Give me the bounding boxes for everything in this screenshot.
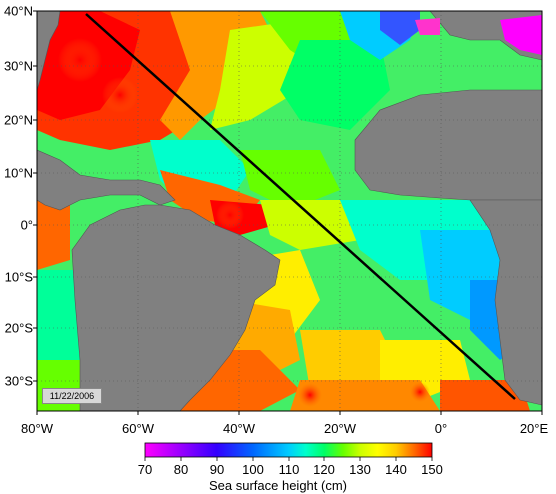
lat-label-10n: 10°N <box>3 165 33 181</box>
lon-label-20e: 20°E <box>519 421 549 436</box>
south-america-land <box>71 204 281 411</box>
colorbar-tick-label: 150 <box>421 462 443 477</box>
lat-label-10s: 10°S <box>4 269 33 285</box>
africa-north-land <box>354 89 542 201</box>
colorbar-title: Sea surface height (cm) <box>208 478 347 493</box>
colorbar-ticks <box>144 457 433 461</box>
axis-ticks <box>33 10 543 415</box>
date-stamp: 11/22/2006 <box>42 388 102 404</box>
lon-label-20w: 20°W <box>324 421 356 436</box>
section-track-line <box>85 13 516 400</box>
colorbar-tick-label: 70 <box>137 462 153 477</box>
colorbar-tick-label: 90 <box>209 462 225 477</box>
colorbar-tick-label: 80 <box>173 462 189 477</box>
iberia-low <box>415 18 440 35</box>
lat-label-20s: 20°S <box>4 320 33 336</box>
map-frame <box>36 10 543 412</box>
lat-label-20n: 20°N <box>3 112 33 128</box>
ssh-field <box>37 11 530 411</box>
lat-label-40n: 40°N <box>3 3 33 19</box>
colorbar <box>144 442 433 458</box>
africa-south-land <box>469 199 542 406</box>
colorbar-tick-label: 140 <box>385 462 407 477</box>
lat-label-0: 0° <box>20 217 33 233</box>
colorbar-tick-label: 120 <box>313 462 335 477</box>
lon-label-40w: 40°W <box>223 421 255 436</box>
lat-label-30s: 30°S <box>4 373 33 389</box>
lon-label-0: 0° <box>434 421 448 436</box>
mediterranean-low <box>500 15 542 55</box>
lon-label-80w: 80°W <box>21 421 53 436</box>
map-plot-area <box>37 11 542 411</box>
colorbar-tick-label: 100 <box>242 462 264 477</box>
graticule <box>37 11 542 411</box>
land <box>37 11 542 411</box>
lat-label-30n: 30°N <box>3 58 33 74</box>
colorbar-tick-label: 110 <box>278 462 300 477</box>
lon-label-60w: 60°W <box>122 421 154 436</box>
colorbar-tick-label: 130 <box>349 462 371 477</box>
